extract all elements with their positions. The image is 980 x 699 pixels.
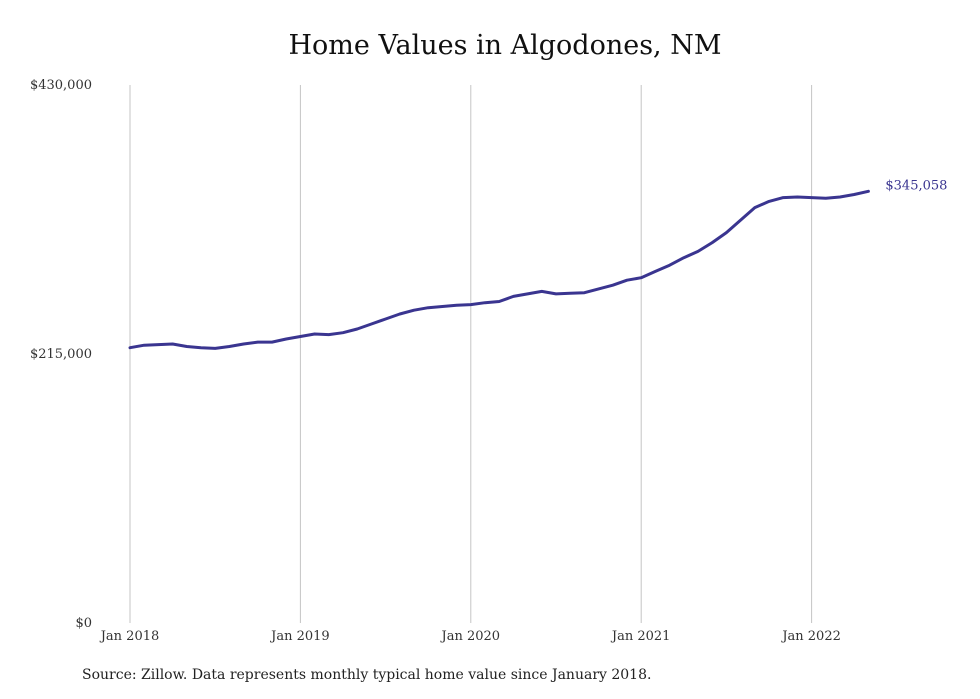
y-tick-label-0: $0	[75, 616, 92, 631]
x-tick-label-1: Jan 2019	[269, 629, 330, 644]
source-note: Source: Zillow. Data represents monthly …	[82, 667, 652, 683]
y-tick-label-2: $430,000	[30, 78, 92, 93]
end-value-label: $345,058	[885, 178, 947, 193]
chart-title: Home Values in Algodones, NM	[288, 30, 722, 61]
x-tick-label-4: Jan 2022	[780, 629, 841, 644]
series-line-0	[128, 189, 870, 350]
x-tick-label-0: Jan 2018	[99, 629, 160, 644]
y-tick-label-1: $215,000	[30, 347, 92, 362]
x-tick-label-2: Jan 2020	[440, 629, 501, 644]
x-tick-label-3: Jan 2021	[610, 629, 671, 644]
